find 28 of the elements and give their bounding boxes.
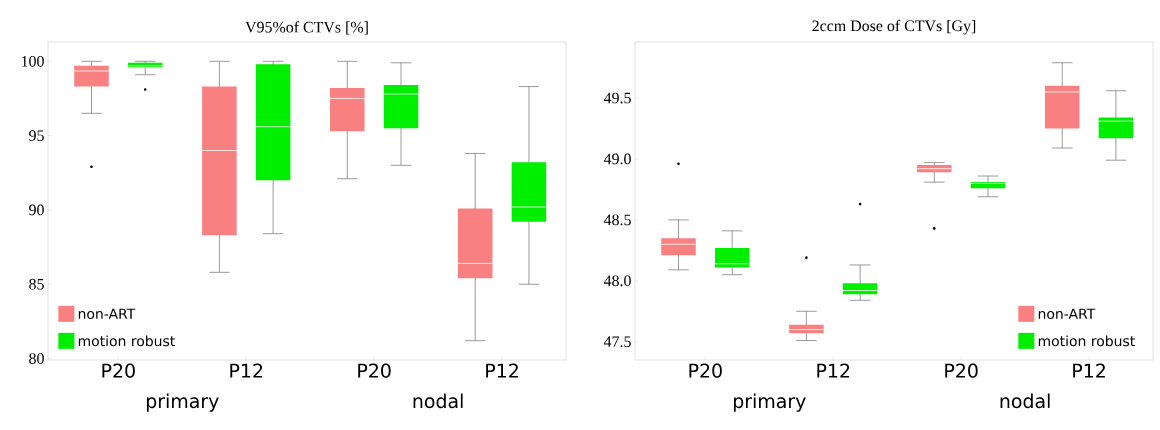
y-tick-label: 49.0 xyxy=(603,153,631,165)
x-tick-label: P20 xyxy=(689,363,722,378)
y-tick-label: 90 xyxy=(29,204,44,216)
x-tick-label: P12 xyxy=(817,363,850,378)
chart-title: V95%of CTVs [%] xyxy=(245,21,368,35)
x-tick-label: P12 xyxy=(486,363,518,378)
y-tick-label: 100 xyxy=(21,55,44,67)
text: nodal xyxy=(413,393,463,409)
text: primary xyxy=(146,393,219,412)
legend-label: non-ART xyxy=(1038,308,1096,320)
text: primary xyxy=(733,393,806,412)
x-tick-label: P20 xyxy=(945,363,978,378)
y-tick-label: 49.5 xyxy=(603,92,631,104)
legend-label: motion robust xyxy=(1038,335,1135,347)
y-tick-label: 48.0 xyxy=(603,275,631,287)
x-tick-label: P20 xyxy=(358,363,391,378)
x-tick-label: P12 xyxy=(230,363,263,378)
y-tick-label: 80 xyxy=(29,353,44,364)
x-tick-label: P20 xyxy=(102,363,135,378)
x-tick-label: P12 xyxy=(1073,363,1105,378)
y-tick-label: 85 xyxy=(29,278,44,290)
chart-title: 2ccm Dose of CTVs [Gy] xyxy=(812,19,976,35)
legend-label: non-ART xyxy=(78,308,136,320)
text: nodal xyxy=(1000,393,1050,409)
y-tick-label: 48.5 xyxy=(603,214,631,226)
legend-label: motion robust xyxy=(78,335,175,347)
y-tick-label: 47.5 xyxy=(603,336,631,348)
y-tick-label: 95 xyxy=(29,130,44,141)
